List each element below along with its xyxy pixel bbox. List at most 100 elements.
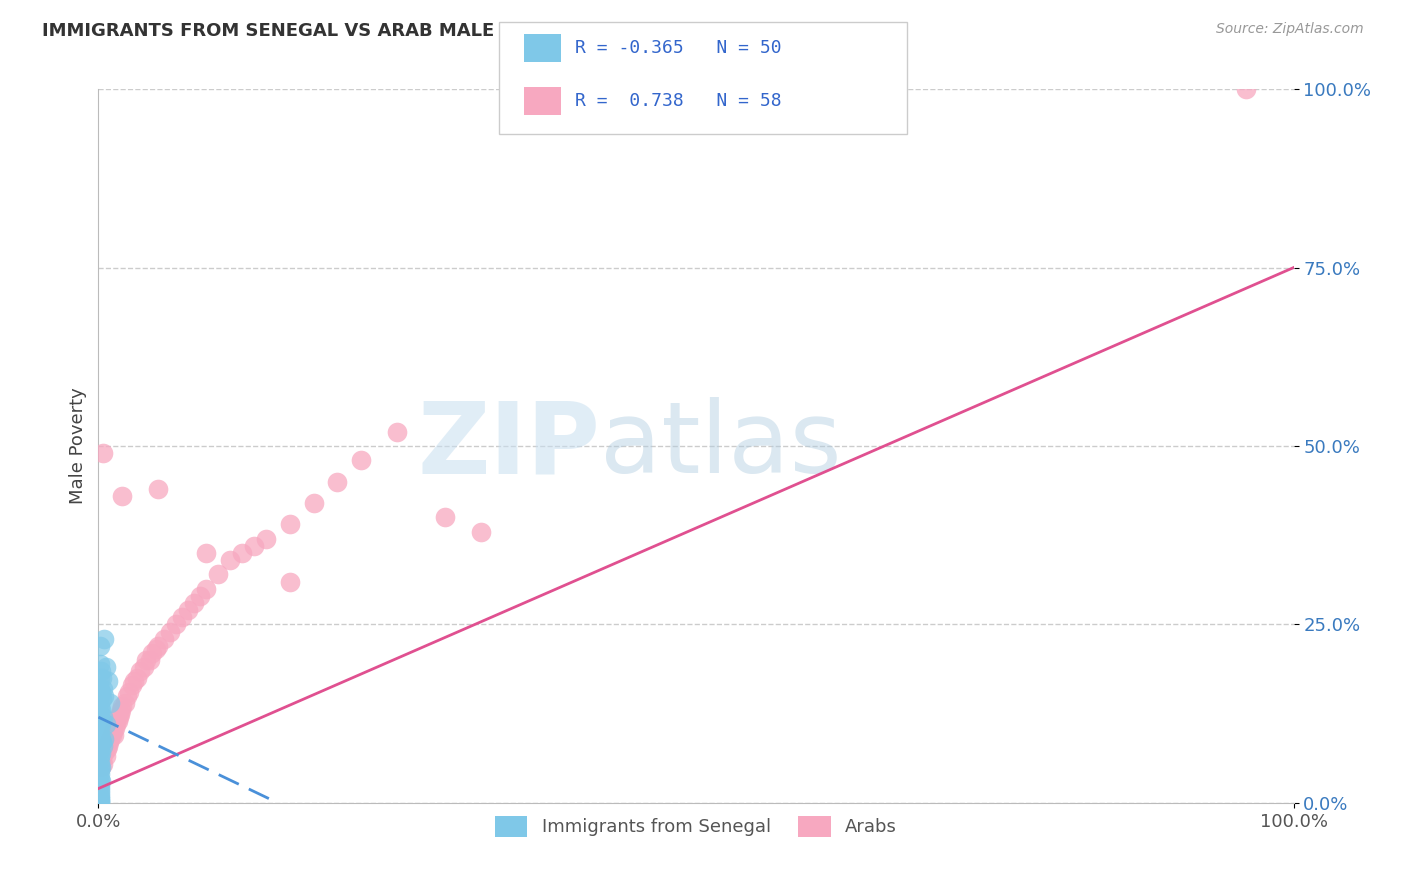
Point xyxy=(1234,82,1257,96)
Point xyxy=(129,664,152,678)
Point xyxy=(254,532,277,546)
Point xyxy=(91,753,114,767)
Point xyxy=(195,546,218,560)
Point xyxy=(385,425,409,439)
Point xyxy=(159,624,181,639)
Point xyxy=(278,517,301,532)
Text: R =  0.738   N = 58: R = 0.738 N = 58 xyxy=(575,92,782,110)
Point xyxy=(90,664,112,678)
Point xyxy=(183,596,205,610)
Point xyxy=(90,774,112,789)
Point xyxy=(89,794,111,808)
Point xyxy=(91,714,114,728)
Point xyxy=(124,674,146,689)
Text: R = -0.365   N = 50: R = -0.365 N = 50 xyxy=(575,39,782,57)
Point xyxy=(100,728,122,742)
Point xyxy=(89,763,111,777)
Point xyxy=(148,482,170,496)
Legend: Immigrants from Senegal, Arabs: Immigrants from Senegal, Arabs xyxy=(488,808,904,844)
Point xyxy=(89,793,111,807)
Point xyxy=(89,749,111,764)
Point xyxy=(89,744,111,758)
Point xyxy=(188,589,211,603)
Point xyxy=(114,696,136,710)
Point xyxy=(89,689,111,703)
Point xyxy=(111,489,134,503)
Point xyxy=(107,710,129,724)
Point xyxy=(89,780,111,794)
Point xyxy=(108,706,131,721)
Point xyxy=(91,681,114,696)
Point xyxy=(135,653,157,667)
Point xyxy=(94,749,117,764)
Point xyxy=(90,746,112,760)
Point xyxy=(89,671,111,685)
Text: atlas: atlas xyxy=(600,398,842,494)
Point xyxy=(89,733,111,747)
Point xyxy=(243,539,266,553)
Point xyxy=(89,706,111,721)
Point xyxy=(278,574,301,589)
Point xyxy=(93,731,115,746)
Point xyxy=(153,632,176,646)
Point xyxy=(219,553,242,567)
Point xyxy=(89,767,111,781)
Point xyxy=(434,510,457,524)
Point xyxy=(231,546,253,560)
Point xyxy=(103,728,125,742)
Point xyxy=(350,453,373,467)
Point xyxy=(91,735,114,749)
Text: IMMIGRANTS FROM SENEGAL VS ARAB MALE POVERTY CORRELATION CHART: IMMIGRANTS FROM SENEGAL VS ARAB MALE POV… xyxy=(42,22,814,40)
Point xyxy=(121,678,143,692)
Point xyxy=(94,660,117,674)
Point xyxy=(89,699,111,714)
Point xyxy=(89,657,111,671)
Point xyxy=(94,717,117,731)
Point xyxy=(89,739,111,753)
Point xyxy=(97,674,120,689)
Point xyxy=(97,739,120,753)
Point xyxy=(89,758,111,772)
Point xyxy=(145,642,167,657)
Point xyxy=(141,646,163,660)
Point xyxy=(89,714,111,728)
Point xyxy=(98,731,122,746)
Point xyxy=(91,446,114,460)
Point xyxy=(470,524,492,539)
Point xyxy=(132,660,155,674)
Point xyxy=(165,617,187,632)
Point xyxy=(90,717,112,731)
Point xyxy=(195,582,218,596)
Point xyxy=(96,742,118,756)
Point xyxy=(89,728,111,742)
Point xyxy=(89,783,111,797)
Point xyxy=(91,692,114,706)
Point xyxy=(90,760,112,774)
Point xyxy=(139,653,162,667)
Point xyxy=(89,755,111,769)
Point xyxy=(115,689,138,703)
Point xyxy=(91,756,114,771)
Point xyxy=(89,639,111,653)
Point xyxy=(93,689,115,703)
Point xyxy=(98,735,121,749)
Point xyxy=(101,724,124,739)
Point xyxy=(93,632,115,646)
Point xyxy=(89,772,111,786)
Point xyxy=(91,739,114,753)
Point xyxy=(91,671,114,685)
Point xyxy=(148,639,170,653)
Point xyxy=(89,776,111,790)
Point xyxy=(118,685,141,699)
Y-axis label: Male Poverty: Male Poverty xyxy=(69,388,87,504)
Text: Source: ZipAtlas.com: Source: ZipAtlas.com xyxy=(1216,22,1364,37)
Point xyxy=(125,671,148,685)
Point xyxy=(104,721,127,735)
Point xyxy=(89,795,111,809)
Point xyxy=(98,696,122,710)
Point xyxy=(90,760,112,774)
Point xyxy=(177,603,200,617)
Point xyxy=(172,610,194,624)
Point xyxy=(107,714,129,728)
Point xyxy=(93,746,115,760)
